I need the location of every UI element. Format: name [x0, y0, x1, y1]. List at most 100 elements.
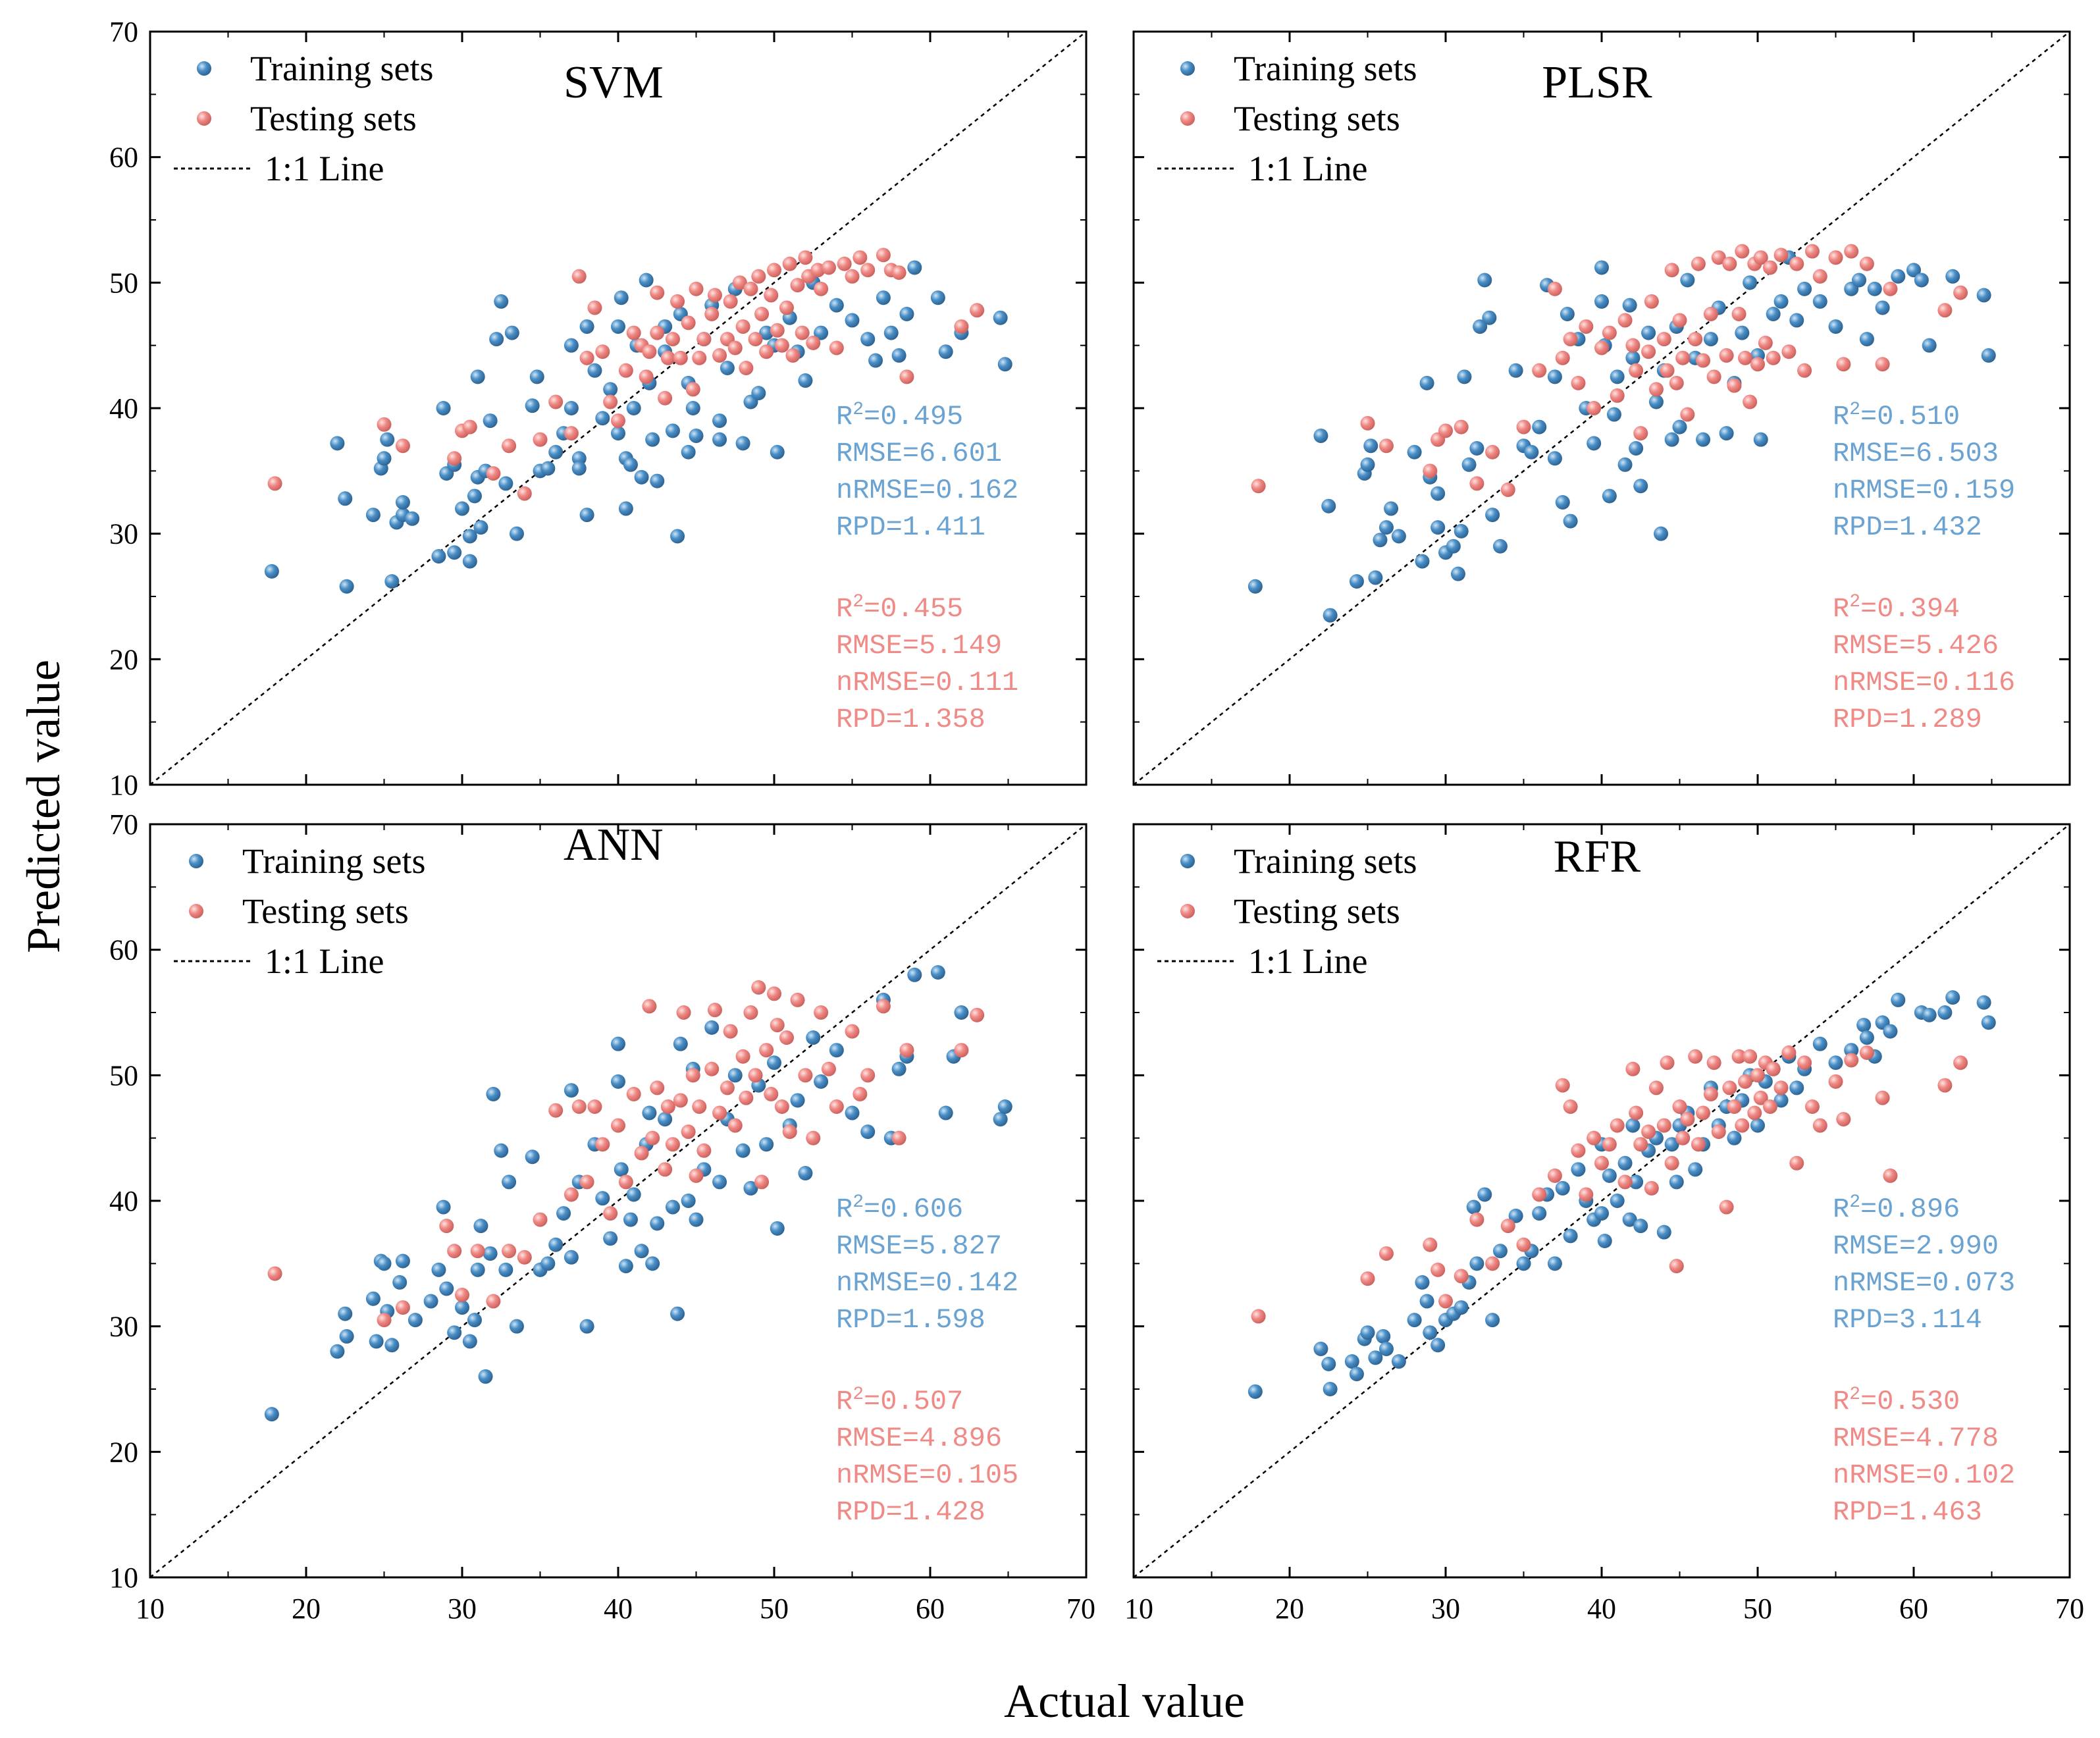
training-point: [1466, 1199, 1481, 1215]
training-point: [891, 1061, 906, 1076]
training-point: [470, 369, 485, 384]
training-point: [1914, 273, 1929, 288]
testing-point: [1828, 1074, 1843, 1089]
legend-training-label: Training sets: [242, 841, 426, 881]
testing-point: [774, 1099, 789, 1114]
testing-point: [1617, 313, 1633, 328]
training-point: [743, 1180, 758, 1196]
training-point: [1508, 363, 1523, 378]
testing-point: [1781, 1045, 1797, 1061]
training-point: [1696, 432, 1711, 447]
training-point: [1373, 533, 1388, 548]
testing-point: [1773, 1080, 1789, 1095]
training-point: [626, 401, 641, 415]
training-point: [1672, 419, 1687, 434]
training-point: [1976, 995, 1991, 1010]
testing-point: [1587, 401, 1602, 415]
testing-point: [954, 319, 969, 334]
testing-point: [1648, 382, 1664, 397]
stat-testing: RMSE=5.426: [1833, 630, 1999, 662]
testing-point: [1804, 244, 1820, 259]
testing-point: [1766, 350, 1781, 365]
testing-point: [748, 332, 763, 347]
testing-point: [1378, 1246, 1394, 1261]
training-point: [845, 1105, 860, 1120]
testing-point: [1789, 256, 1804, 271]
training-point: [369, 1334, 384, 1349]
training-point: [579, 1319, 594, 1334]
y-tick-label: 20: [109, 1436, 138, 1468]
training-point: [1753, 432, 1768, 447]
training-point: [1859, 332, 1874, 347]
training-point: [1945, 990, 1960, 1005]
training-point: [1555, 1180, 1570, 1196]
training-point: [467, 1313, 482, 1328]
training-point: [1323, 608, 1338, 623]
testing-point: [1672, 1099, 1687, 1114]
testing-point: [876, 248, 891, 263]
training-point: [1773, 294, 1789, 309]
training-point: [1469, 441, 1484, 456]
training-point: [1349, 1367, 1364, 1382]
training-point: [1812, 1036, 1827, 1051]
testing-point: [595, 344, 610, 359]
stat-testing: RPD=1.358: [836, 704, 985, 735]
testing-point: [1532, 363, 1547, 378]
panel-title: SVM: [564, 57, 664, 108]
y-tick-label: 70: [109, 808, 138, 841]
training-point: [1485, 508, 1500, 523]
testing-point: [732, 275, 747, 290]
training-point: [1797, 281, 1812, 296]
testing-point: [759, 1043, 774, 1058]
legend-line-label: 1:1 Line: [1248, 149, 1367, 188]
stat-training: RPD=1.411: [836, 512, 985, 543]
testing-point: [1789, 1155, 1804, 1171]
testing-point: [790, 278, 805, 293]
testing-point: [1797, 1055, 1812, 1070]
testing-point: [665, 1137, 680, 1152]
testing-point: [685, 382, 700, 397]
testing-point: [639, 369, 654, 384]
x-tick-label: 70: [2055, 1593, 2084, 1625]
testing-point: [782, 256, 797, 271]
testing-point: [267, 1266, 282, 1281]
training-point: [623, 1212, 638, 1227]
training-point: [1431, 1338, 1446, 1353]
training-point: [997, 1099, 1012, 1114]
training-point: [564, 1083, 579, 1098]
legend-training-label: Training sets: [250, 49, 434, 88]
training-point: [1349, 574, 1364, 589]
testing-point: [795, 325, 810, 340]
testing-point: [1625, 1061, 1641, 1076]
testing-point: [751, 269, 766, 284]
training-point: [1457, 369, 1472, 384]
training-point: [395, 495, 410, 510]
testing-point: [1711, 250, 1726, 265]
training-point: [689, 1212, 704, 1227]
training-point: [611, 1074, 625, 1089]
training-point: [611, 319, 625, 334]
testing-point: [1675, 350, 1691, 365]
testing-point: [1762, 260, 1777, 275]
testing-point: [564, 426, 579, 441]
testing-point: [462, 419, 477, 434]
training-point: [650, 1216, 665, 1231]
training-point: [571, 451, 587, 466]
testing-point: [1691, 256, 1706, 271]
testing-point: [395, 1300, 410, 1315]
training-point: [392, 1275, 407, 1290]
stat-training: nRMSE=0.159: [1833, 475, 2015, 506]
stat-training: RMSE=6.503: [1833, 438, 1999, 469]
testing-point: [1555, 350, 1570, 365]
testing-point: [696, 1143, 712, 1158]
testing-point: [1423, 1237, 1438, 1252]
testing-point: [650, 285, 665, 300]
testing-point: [1859, 1045, 1874, 1061]
y-tick-label: 30: [109, 1311, 138, 1343]
training-point: [1524, 444, 1539, 460]
training-point: [1360, 457, 1375, 472]
testing-point: [1610, 388, 1625, 403]
testing-point: [1883, 1168, 1898, 1183]
legend-line-label: 1:1 Line: [1248, 941, 1367, 981]
training-point: [1594, 294, 1609, 309]
